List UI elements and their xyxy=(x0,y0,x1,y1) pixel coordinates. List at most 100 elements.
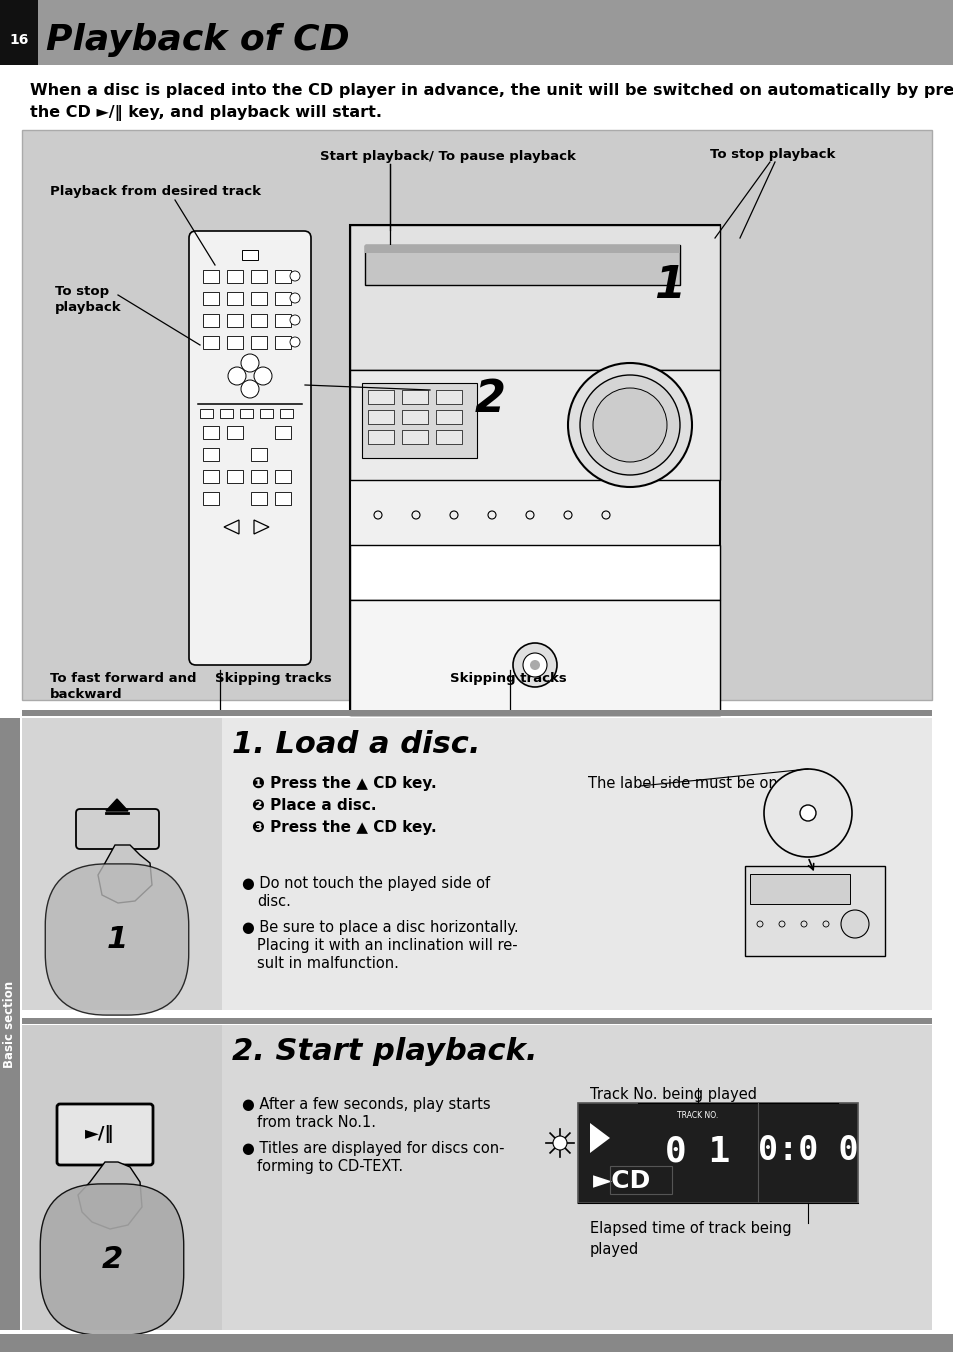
Text: ►/‖: ►/‖ xyxy=(85,1125,114,1142)
Text: ● Do not touch the played side of: ● Do not touch the played side of xyxy=(242,876,490,891)
Bar xyxy=(227,270,243,283)
Text: ❶ Press the ▲ CD key.: ❶ Press the ▲ CD key. xyxy=(252,776,436,791)
Text: ►CD: ►CD xyxy=(593,1169,651,1192)
Text: 16: 16 xyxy=(10,34,29,47)
Bar xyxy=(368,410,394,425)
Text: 2: 2 xyxy=(474,379,505,422)
Bar xyxy=(22,718,222,1010)
Bar xyxy=(274,337,291,349)
Text: forming to CD-TEXT.: forming to CD-TEXT. xyxy=(256,1159,403,1174)
Bar xyxy=(203,337,219,349)
Bar xyxy=(203,292,219,306)
Bar xyxy=(350,545,720,600)
Bar xyxy=(401,389,428,404)
Circle shape xyxy=(290,270,299,281)
Text: Playback of CD: Playback of CD xyxy=(46,23,349,57)
Bar xyxy=(227,314,243,327)
Text: Basic section: Basic section xyxy=(4,980,16,1068)
Circle shape xyxy=(841,910,868,938)
Bar xyxy=(0,718,20,1330)
Bar xyxy=(361,383,476,458)
Bar xyxy=(280,410,293,418)
Bar xyxy=(401,410,428,425)
Bar xyxy=(22,1334,931,1340)
Bar xyxy=(200,410,213,418)
Bar xyxy=(251,270,267,283)
Circle shape xyxy=(253,366,272,385)
Bar xyxy=(368,430,394,443)
Bar xyxy=(22,1018,931,1023)
Bar xyxy=(350,600,720,715)
Text: the CD ►/‖ key, and playback will start.: the CD ►/‖ key, and playback will start. xyxy=(30,105,381,120)
Polygon shape xyxy=(98,845,152,903)
Text: Placing it with an inclination will re-: Placing it with an inclination will re- xyxy=(256,938,517,953)
Circle shape xyxy=(241,380,258,397)
Bar xyxy=(436,389,461,404)
Bar xyxy=(274,470,291,483)
Bar xyxy=(22,718,931,1010)
Text: ● Be sure to place a disc horizontally.: ● Be sure to place a disc horizontally. xyxy=(242,919,518,936)
Text: ● Titles are displayed for discs con-: ● Titles are displayed for discs con- xyxy=(242,1141,504,1156)
Bar xyxy=(227,337,243,349)
Circle shape xyxy=(290,293,299,303)
Text: To stop: To stop xyxy=(55,285,109,297)
Text: To fast forward and
backward: To fast forward and backward xyxy=(50,672,196,700)
Bar xyxy=(744,867,884,956)
Bar xyxy=(251,492,267,506)
Text: 2: 2 xyxy=(101,1245,123,1274)
Bar xyxy=(203,448,219,461)
Bar xyxy=(242,250,257,260)
Text: from track No.1.: from track No.1. xyxy=(256,1115,375,1130)
Bar xyxy=(203,470,219,483)
Bar xyxy=(60,1107,150,1161)
Circle shape xyxy=(579,375,679,475)
Text: TRACK NO.: TRACK NO. xyxy=(677,1111,718,1119)
Circle shape xyxy=(290,315,299,324)
Bar xyxy=(227,470,243,483)
Polygon shape xyxy=(78,1161,142,1229)
Circle shape xyxy=(513,644,557,687)
Text: 2. Start playback.: 2. Start playback. xyxy=(232,1037,537,1065)
Bar xyxy=(0,0,953,65)
Bar xyxy=(365,245,679,285)
Circle shape xyxy=(228,366,246,385)
Text: Elapsed time of track being
played: Elapsed time of track being played xyxy=(589,1221,791,1257)
Bar xyxy=(274,492,291,506)
Bar xyxy=(203,314,219,327)
Bar xyxy=(251,314,267,327)
Bar xyxy=(251,292,267,306)
Text: Skipping tracks: Skipping tracks xyxy=(450,672,566,685)
Bar xyxy=(274,426,291,439)
Text: Track No. being played: Track No. being played xyxy=(589,1087,757,1102)
Bar xyxy=(578,1103,857,1203)
Bar xyxy=(22,710,931,717)
Circle shape xyxy=(593,388,666,462)
Bar xyxy=(220,410,233,418)
FancyBboxPatch shape xyxy=(189,231,311,665)
Circle shape xyxy=(763,769,851,857)
Bar xyxy=(227,292,243,306)
Text: The label side must be on top.: The label side must be on top. xyxy=(587,776,810,791)
Bar xyxy=(0,0,38,65)
Polygon shape xyxy=(589,1124,609,1153)
Bar xyxy=(350,224,720,715)
Circle shape xyxy=(290,337,299,347)
Text: When a disc is placed into the CD player in advance, the unit will be switched o: When a disc is placed into the CD player… xyxy=(30,82,953,97)
Text: playback: playback xyxy=(55,301,121,314)
Text: disc.: disc. xyxy=(256,894,291,909)
Text: ❸ Press the ▲ CD key.: ❸ Press the ▲ CD key. xyxy=(252,821,436,836)
Text: 1: 1 xyxy=(107,925,128,955)
Text: Skipping tracks: Skipping tracks xyxy=(214,672,332,685)
Text: 1. Load a disc.: 1. Load a disc. xyxy=(232,730,480,758)
Bar xyxy=(251,448,267,461)
Polygon shape xyxy=(106,799,128,811)
Bar xyxy=(401,430,428,443)
Bar xyxy=(436,410,461,425)
Bar xyxy=(274,314,291,327)
Text: Playback from desired track: Playback from desired track xyxy=(50,185,261,197)
Bar xyxy=(227,426,243,439)
Bar xyxy=(251,337,267,349)
Circle shape xyxy=(241,354,258,372)
Circle shape xyxy=(522,653,546,677)
Bar xyxy=(436,430,461,443)
